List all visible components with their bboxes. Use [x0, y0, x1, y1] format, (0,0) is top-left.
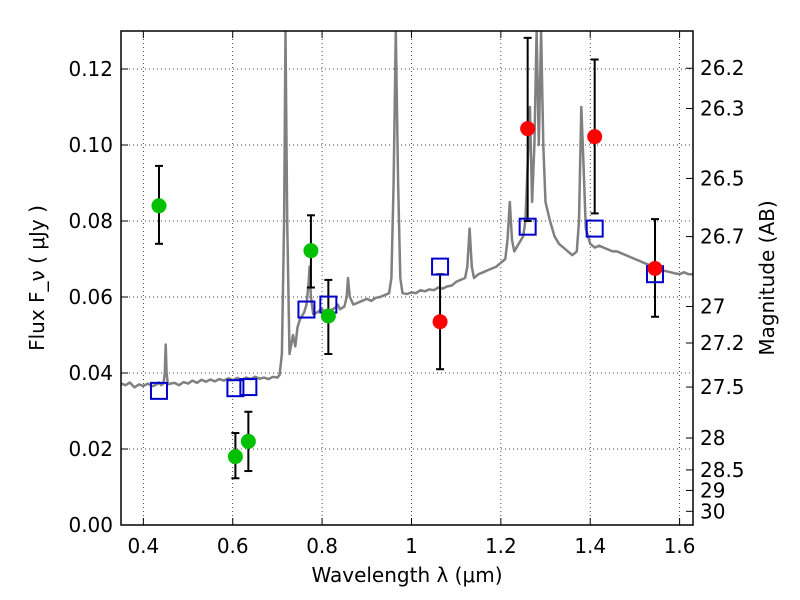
data-point	[240, 433, 256, 449]
model-photometry-square	[585, 219, 604, 238]
plot-frame	[120, 30, 694, 526]
magnitude-tick-label: 30	[700, 499, 725, 523]
y-tick-labels: 0.00 0.02 0.04 0.06 0.08 0.10 0.12	[68, 57, 113, 537]
model-spectrum-line	[121, 31, 693, 389]
magnitude-tick-label: 26.7	[700, 225, 745, 249]
model-photometry-square	[149, 381, 168, 400]
model-photometry-square	[239, 378, 258, 397]
magnitude-tick-label: 26.5	[700, 166, 745, 190]
model-photometry-square	[431, 257, 450, 276]
x-tick-label: 1	[405, 534, 418, 558]
y-tick-label: 0.08	[68, 209, 113, 233]
x-tick-label: 0.4	[127, 534, 159, 558]
y-tick-label: 0.00	[68, 513, 113, 537]
x-tick-label: 0.6	[217, 534, 249, 558]
magnitude-tick-label: 27.2	[700, 331, 745, 355]
data-point	[227, 449, 243, 465]
y-tick-label: 0.12	[68, 57, 113, 81]
x-tick-label: 1.2	[485, 534, 517, 558]
data-point	[303, 243, 319, 259]
x-tick-label: 1.6	[664, 534, 696, 558]
data-point	[520, 121, 536, 137]
data-point	[587, 129, 603, 145]
x-axis-label: Wavelength λ (μm)	[311, 563, 502, 587]
y-tick-label: 0.10	[68, 133, 113, 157]
data-point	[647, 261, 663, 276]
magnitude-tick-label: 26.2	[700, 56, 745, 80]
axis-ticks	[121, 31, 693, 526]
model-photometry-square	[297, 300, 316, 319]
magnitude-tick-label: 28.5	[700, 458, 745, 482]
magnitude-axis-label: Magnitude (AB)	[755, 200, 779, 355]
magnitude-tick-label: 29	[700, 478, 725, 502]
y-axis-label: Flux F_ν ( μJy )	[25, 205, 49, 351]
y-tick-label: 0.06	[68, 285, 113, 309]
y-tick-label: 0.04	[68, 361, 113, 385]
x-tick-labels: 0.4 0.6 0.8 1 1.2 1.4 1.6	[127, 534, 695, 558]
y-tick-label: 0.02	[68, 437, 113, 461]
magnitude-tick-label: 27	[700, 295, 725, 319]
data-point	[151, 198, 167, 214]
magnitude-tick-label: 27.5	[700, 375, 745, 399]
magnitude-tick-label: 26.3	[700, 97, 745, 121]
model-photometry-square	[226, 379, 245, 398]
grid	[121, 31, 693, 526]
model-photometry-square	[518, 217, 537, 236]
plot-area	[121, 31, 693, 480]
x-tick-label: 1.4	[574, 534, 606, 558]
data-point	[320, 308, 336, 324]
x-tick-label: 0.8	[306, 534, 338, 558]
magnitude-tick-label: 28	[700, 426, 725, 450]
data-point	[432, 314, 448, 330]
